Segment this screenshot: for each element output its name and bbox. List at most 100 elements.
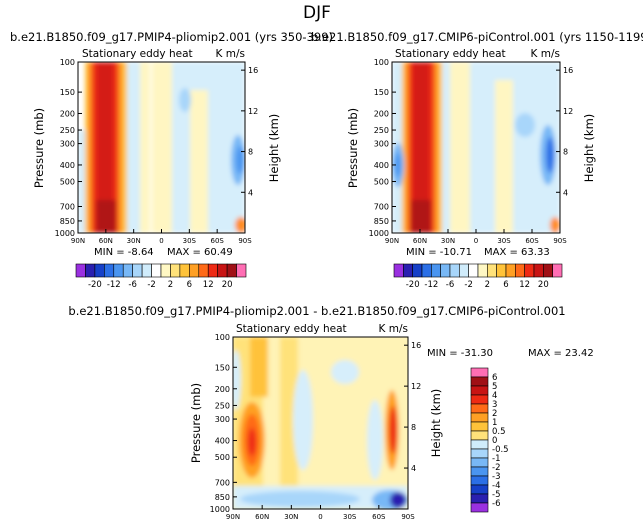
y-tick-label: 300 (374, 140, 389, 149)
panel-2-ylabel: Pressure (mb) (346, 108, 360, 188)
y-tick-label: 150 (374, 88, 389, 97)
panel-1-left-label: Stationary eddy heat (82, 48, 193, 60)
colorbar-swatch (393, 263, 404, 278)
colorbar-swatch (122, 263, 133, 278)
colorbar-swatch (470, 421, 489, 432)
y-right-tick-label: 4 (563, 188, 568, 197)
y-tick-label: 200 (60, 109, 75, 118)
y-tick-label: 250 (60, 126, 75, 135)
colorbar-swatch (189, 263, 200, 278)
y-tick-label: 500 (60, 178, 75, 187)
colorbar-swatch (94, 263, 105, 278)
x-tick-label: 60S (372, 513, 386, 521)
panel-2-max: MAX = 63.33 (484, 247, 550, 258)
y-tick-label: 200 (374, 109, 389, 118)
panel-2-units: K m/s (531, 48, 560, 60)
colorbar-label: 4 (492, 391, 497, 401)
colorbar-swatch (75, 263, 86, 278)
colorbar-label: 6 (187, 280, 192, 290)
y-tick-label: 1000 (369, 229, 389, 238)
y-right-tick-label: 12 (248, 107, 258, 116)
colorbar-swatch (113, 263, 124, 278)
colorbar-swatch (524, 263, 535, 278)
x-tick-label: 90S (553, 237, 567, 245)
colorbar-label: 6 (492, 373, 497, 383)
panel-3-units: K m/s (379, 323, 408, 335)
panel-3-y-ticks-right: 16 12 8 4 (404, 341, 421, 473)
colorbar-label: -6 (128, 280, 136, 290)
colorbar-swatch (470, 448, 489, 459)
colorbar-label: -2 (464, 280, 472, 290)
y-tick-label: 100 (215, 333, 230, 342)
panel-2: b.e21.B1850.f09_g17.CMIP6-piControl.001 … (311, 30, 643, 290)
panel-2-field (392, 62, 560, 233)
colorbar-swatch (470, 457, 489, 468)
y-right-tick-label: 12 (411, 382, 421, 391)
colorbar-swatch (470, 367, 489, 378)
panel-2-y-ticks-right: 16 12 8 4 (556, 66, 573, 197)
colorbar-swatch (170, 263, 181, 278)
colorbar-swatch (470, 430, 489, 441)
x-tick-label: 30N (127, 237, 141, 245)
colorbar-swatch (487, 263, 497, 278)
figure-title: DJF (303, 3, 331, 23)
panel-3-max: MAX = 23.42 (528, 348, 594, 359)
y-tick-label: 700 (374, 203, 389, 212)
colorbar-swatch (141, 263, 152, 278)
colorbar-label: -2 (147, 280, 155, 290)
y-tick-label: 700 (60, 203, 75, 212)
x-tick-label: 60S (525, 237, 539, 245)
panel-3-x-ticks: 90N 60N 30N 0 30S 60S 90S (226, 505, 415, 521)
colorbar-label: -0.5 (492, 445, 509, 455)
colorbar-swatch (515, 263, 525, 278)
panel-2-title: b.e21.B1850.f09_g17.CMIP6-piControl.001 … (311, 30, 643, 44)
y-tick-label: 850 (215, 493, 230, 502)
panel-1-ylabel: Pressure (mb) (32, 108, 46, 188)
panel-1-field (78, 62, 245, 233)
colorbar-label: -20 (406, 280, 420, 290)
colorbar-swatch (505, 263, 516, 278)
colorbar-swatch (468, 263, 479, 278)
panel-3: b.e21.B1850.f09_g17.PMIP4-pliomip2.001 -… (68, 304, 593, 521)
colorbar-label: 5 (492, 382, 497, 392)
colorbar-label: -2 (492, 463, 500, 473)
y-tick-label: 150 (60, 88, 75, 97)
y-tick-label: 850 (374, 217, 389, 226)
colorbar-label: 3 (492, 400, 497, 410)
y-tick-label: 850 (60, 217, 75, 226)
colorbar-swatch (421, 263, 432, 278)
colorbar-label: 2 (485, 280, 490, 290)
x-tick-label: 60N (99, 237, 113, 245)
panel-2-y-ticks: 100 150 200 250 300 400 500 700 850 1000 (369, 58, 396, 238)
y-tick-label: 700 (215, 478, 230, 487)
colorbar-swatch (470, 475, 489, 486)
panel-1-max: MAX = 60.49 (167, 247, 233, 258)
panel-3-field (233, 337, 408, 509)
x-tick-label: 90N (226, 513, 240, 521)
colorbar-swatch (533, 263, 544, 278)
x-tick-label: 60S (210, 237, 224, 245)
colorbar-label: -6 (492, 499, 500, 509)
y-tick-label: 250 (374, 126, 389, 135)
colorbar-swatch (85, 263, 96, 278)
y-tick-label: 300 (215, 415, 230, 424)
colorbar-label: 0 (492, 436, 497, 446)
colorbar-swatch (470, 385, 489, 396)
colorbar-label: 0.5 (492, 427, 506, 437)
colorbar-swatch (403, 263, 413, 278)
colorbar-label: -5 (492, 490, 500, 500)
panel-1-y-ticks-right: 16 12 8 4 (241, 66, 258, 197)
y-right-tick-label: 16 (411, 341, 421, 350)
colorbar-swatch (160, 263, 171, 278)
x-tick-label: 90N (385, 237, 399, 245)
colorbar-swatch (151, 263, 162, 278)
panel-1-x-ticks: 90N 60N 30N 0 30S 60S 90S (71, 229, 252, 245)
colorbar-swatch (470, 466, 489, 477)
y-tick-label: 400 (374, 161, 389, 170)
colorbar-swatch (132, 263, 143, 278)
panel-2-x-ticks: 90N 60N 30N 0 30S 60S 90S (385, 229, 567, 245)
x-tick-label: 30N (284, 513, 298, 521)
colorbar-swatch (431, 263, 441, 278)
